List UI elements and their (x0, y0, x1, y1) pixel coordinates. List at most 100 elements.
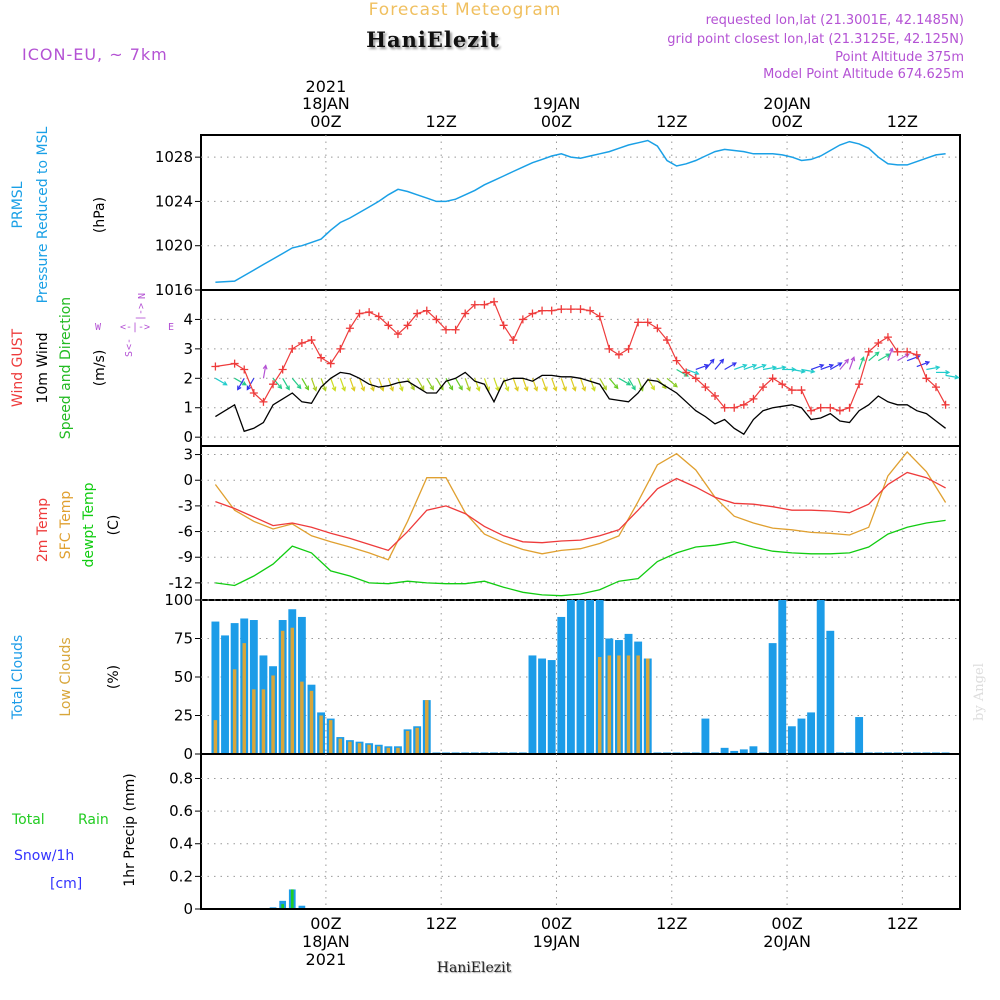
wind-direction-arrowhead (262, 364, 268, 370)
gust-point (336, 344, 345, 353)
low-clouds-bar (348, 741, 352, 754)
low-clouds-bar (300, 681, 304, 754)
compass-rose-icon: W <-|-> E <-| N <- S (95, 293, 174, 357)
gust-point (614, 350, 623, 359)
bottom-axis-time-label: 00Z (771, 914, 802, 933)
prmsl-label: PRMSL (10, 181, 26, 228)
low-clouds-bar (415, 727, 419, 754)
low-clouds-bar (290, 627, 295, 754)
wind-direction-arrowhead (285, 385, 290, 391)
total-clouds-bar (797, 718, 806, 754)
wind-direction-arrow (724, 362, 737, 370)
gust-point (576, 305, 585, 314)
temperature-ytick-label: -6 (178, 523, 193, 541)
gust-point (547, 306, 556, 315)
total-clouds-bar (576, 600, 585, 754)
pressure-labels: PRMSL Pressure Reduced to MSL (hPa) (10, 126, 108, 303)
top-axis-year-label: 2021 (306, 77, 347, 96)
wind-direction-arrowhead (552, 386, 558, 392)
gust-point (883, 333, 892, 342)
wind-direction-arrowhead (752, 363, 758, 369)
temperature-ytick-label: 3 (183, 446, 193, 464)
wind-direction-arrowhead (731, 362, 737, 367)
snow-label: Snow/1h (14, 848, 74, 864)
t2m-label: 2m Temp (35, 498, 51, 562)
wind-direction-arrowhead (613, 384, 619, 390)
pressure-ytick-label: 1028 (155, 148, 193, 166)
precip-labels: Total Rain Snow/1h [cm] 1hr Precip (mm) (11, 773, 138, 892)
wind-direction-arrow (945, 374, 959, 379)
wind-direction-arrow (237, 378, 245, 390)
wind-direction-arrowhead (954, 374, 960, 380)
low-clouds-bar (636, 655, 640, 754)
wind-direction-arrow (493, 378, 500, 391)
gust-point (768, 374, 777, 383)
gust-point (451, 325, 460, 334)
precip-panel: 0 0.2 0.4 0.6 0.8 (169, 753, 961, 918)
low-clouds-bar (357, 743, 362, 754)
wind-ytick-label: 1 (183, 399, 193, 417)
wind-direction-arrow (858, 357, 865, 370)
wind-direction-arrowhead (650, 385, 655, 391)
gust-point (634, 318, 643, 327)
gust-point (518, 315, 527, 324)
wind-direction-arrowhead (523, 386, 529, 392)
clouds-ytick-label: 0 (183, 745, 193, 763)
low-clouds-bar (309, 690, 314, 754)
wind-direction-arrowhead (885, 353, 891, 358)
wind-direction-arrowhead (860, 356, 865, 362)
wind-direction-arrow (762, 366, 776, 371)
low-clouds-bar (396, 747, 400, 754)
wind-direction-arrowhead (571, 386, 577, 392)
pressure-panel: 1016 1020 1024 1028 (155, 134, 961, 299)
wind-direction-arrowhead (602, 385, 607, 391)
low-clouds-bar (252, 689, 256, 754)
precip-ytick-label: 0.2 (169, 867, 193, 885)
wind-direction-arrowhead (514, 386, 519, 392)
gust-point (835, 406, 844, 415)
gust-point (355, 309, 364, 318)
precip-ytick-label: 0.8 (169, 769, 193, 787)
wind-direction-arrow (868, 351, 880, 362)
gust-point (413, 309, 422, 318)
total-clouds-bar (538, 658, 547, 754)
precip-ytick-label: 0.6 (169, 802, 193, 820)
wind-direction-arrowhead (631, 385, 636, 391)
wind-direction-arrow (426, 378, 434, 390)
low-clouds-bar (232, 669, 237, 754)
hpa-unit-label: (hPa) (92, 197, 108, 233)
wind-direction-arrow (734, 364, 747, 371)
wind-direction-arrow (926, 366, 940, 371)
gust-point (307, 336, 316, 345)
location-name: HaniElezit (366, 27, 500, 52)
top-axis-time-label: 12Z (656, 112, 687, 131)
bottom-axis-time-label: 12Z (887, 914, 918, 933)
gust-point (595, 312, 604, 321)
model-name: ICON-EU, ~ 7km (22, 45, 168, 64)
total-clouds-bar (749, 746, 758, 754)
bottom-axis-year-label: 2021 (306, 950, 347, 969)
prmsl-desc-label: Pressure Reduced to MSL (35, 126, 51, 303)
wind-direction-arrowhead (904, 353, 910, 358)
wind-direction-arrowhead (410, 385, 415, 391)
wind10m-label: 10m Wind (35, 332, 51, 403)
top-axis-time-label: 00Z (541, 112, 572, 131)
top-axis-time-label: 12Z (887, 112, 918, 131)
gust-point (691, 374, 700, 383)
gust-point (787, 386, 796, 395)
total-clouds-label: Total Clouds (10, 635, 26, 720)
t2m-line (215, 471, 946, 552)
svg-text:<-|: <-| (135, 303, 146, 321)
low-clouds-bar (261, 689, 266, 754)
cm-unit-label: [cm] (50, 876, 82, 892)
wind-direction-arrow (791, 368, 805, 373)
wind-direction-arrow (541, 378, 548, 391)
gust-point (855, 380, 864, 389)
wind-direction-arrow (589, 378, 596, 391)
wind-direction-arrow (272, 377, 282, 389)
gust-point (480, 300, 489, 309)
wind-direction-arrow (310, 378, 317, 391)
temperature-ytick-label: 0 (183, 471, 193, 489)
temperature-ytick-label: -12 (169, 574, 194, 592)
